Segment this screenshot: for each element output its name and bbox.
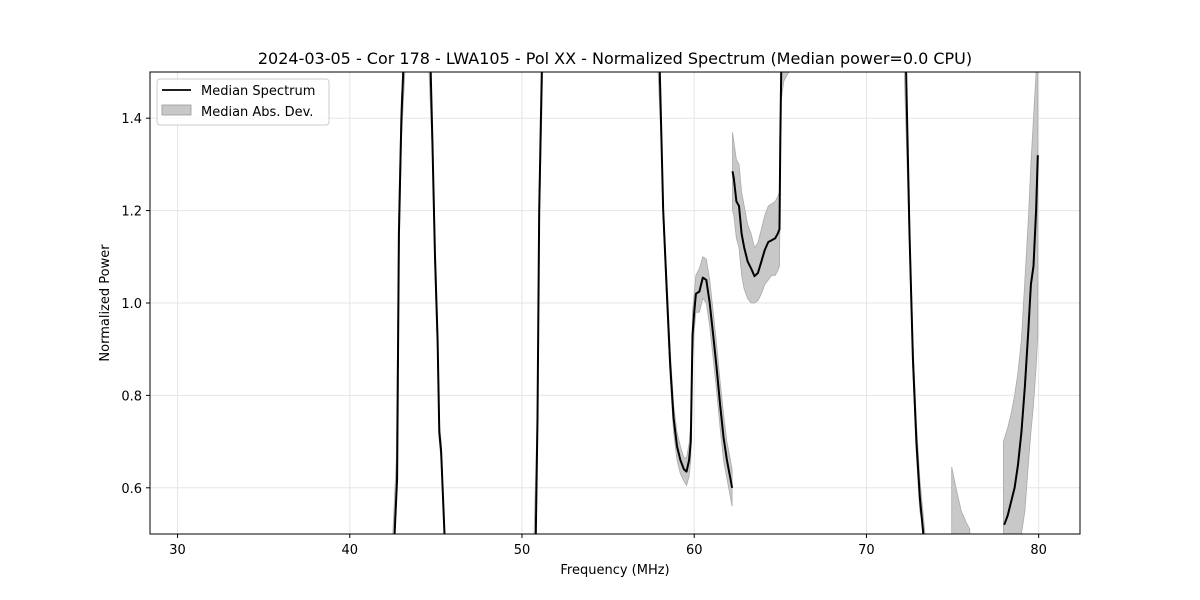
median-spectrum-segment — [393, 72, 405, 534]
legend: Median Spectrum Median Abs. Dev. — [156, 78, 330, 126]
y-tick-label: 1.0 — [121, 297, 142, 312]
y-axis-label: Normalized Power — [98, 244, 113, 362]
median-spectrum-segment — [658, 72, 734, 488]
x-tick-label: 30 — [169, 543, 186, 558]
median-spectrum-lines — [393, 72, 1039, 534]
x-axis-label: Frequency (MHz) — [560, 563, 669, 578]
chart-title: 2024-03-05 - Cor 178 - LWA105 - Pol XX -… — [258, 49, 972, 68]
y-tick-label: 0.6 — [121, 482, 142, 497]
y-axis-ticks: 0.6 0.8 1.0 1.2 1.4 — [121, 112, 150, 497]
x-tick-label: 80 — [1030, 543, 1047, 558]
median-spectrum-segment — [534, 72, 543, 534]
mad-band-segment — [951, 466, 971, 534]
legend-band-swatch — [161, 104, 192, 116]
y-tick-label: 1.2 — [121, 205, 142, 220]
y-tick-label: 0.8 — [121, 389, 142, 404]
x-tick-label: 40 — [342, 543, 359, 558]
median-spectrum-segment — [429, 72, 446, 534]
median-spectrum-segment — [905, 72, 925, 534]
y-tick-label: 1.4 — [121, 112, 142, 127]
median-spectrum-segment — [1003, 155, 1039, 526]
legend-label-mad: Median Abs. Dev. — [201, 105, 313, 120]
mad-band-segment — [732, 72, 790, 304]
legend-box — [156, 78, 330, 126]
mad-band-segment — [1003, 72, 1039, 534]
legend-label-median: Median Spectrum — [201, 84, 315, 99]
grid-lines — [150, 72, 1080, 534]
x-axis-ticks: 30 40 50 60 70 80 — [169, 534, 1047, 558]
x-tick-label: 60 — [686, 543, 703, 558]
x-tick-label: 70 — [858, 543, 875, 558]
median-spectrum-segment — [731, 72, 783, 278]
x-tick-label: 50 — [514, 543, 531, 558]
